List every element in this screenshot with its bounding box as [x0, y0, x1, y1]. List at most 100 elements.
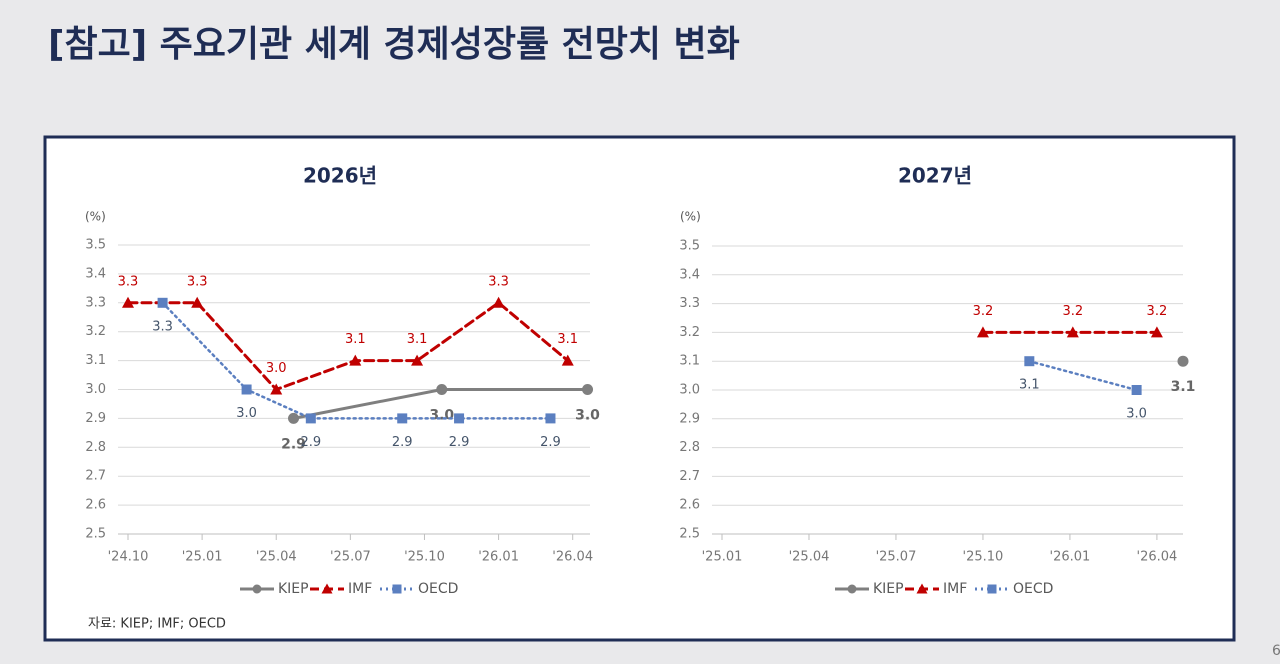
x-tick-label: '25.10 [404, 550, 445, 565]
marker [1024, 356, 1035, 367]
source-note: 자료: KIEP; IMF; OECD [88, 617, 226, 632]
x-tick-label: '26.04 [1137, 550, 1178, 565]
y-tick-label: 2.9 [85, 411, 106, 426]
marker [1066, 326, 1079, 338]
marker [1131, 385, 1142, 395]
y-tick-label: 2.7 [85, 469, 106, 484]
x-tick-label: '26.04 [552, 550, 593, 565]
data-label: 3.1 [1171, 379, 1196, 395]
y-tick-label: 3.0 [679, 383, 700, 398]
marker [411, 354, 424, 366]
marker [157, 297, 168, 308]
marker [252, 584, 262, 594]
marker [392, 584, 402, 594]
y-tick-label: 2.5 [679, 527, 700, 542]
y-tick-label: 2.6 [85, 498, 106, 513]
y-tick-label: 3.4 [679, 267, 700, 282]
legend-label: OECD [418, 581, 458, 597]
data-label: 3.2 [1062, 304, 1083, 319]
marker [987, 584, 997, 594]
y-tick-label: 2.7 [679, 469, 700, 484]
data-label: 3.1 [557, 332, 578, 347]
marker [1177, 355, 1189, 367]
data-label: 3.3 [187, 274, 208, 289]
data-label: 3.0 [236, 406, 257, 421]
x-tick-label: '25.01 [182, 550, 223, 565]
marker [241, 384, 252, 395]
data-label: 3.0 [266, 361, 287, 376]
page-number: 6 [1272, 643, 1280, 659]
marker [847, 584, 857, 594]
y-tick-label: 3.2 [85, 324, 106, 339]
marker [349, 354, 362, 366]
data-label: 3.3 [152, 319, 173, 334]
data-label: 3.2 [973, 304, 994, 319]
data-label: 3.2 [1147, 304, 1168, 319]
data-label: 3.1 [407, 332, 428, 347]
y-unit: (%) [85, 210, 106, 224]
x-tick-label: '25.07 [876, 550, 917, 565]
data-label: 2.9 [281, 436, 306, 452]
legend-label: KIEP [278, 581, 309, 597]
y-tick-label: 3.1 [679, 354, 700, 369]
data-label: 2.9 [300, 435, 321, 450]
chart-title: 2026년 [303, 164, 377, 188]
legend-label: IMF [943, 581, 967, 597]
data-label: 3.0 [1126, 407, 1147, 422]
y-tick-label: 2.8 [85, 440, 106, 455]
marker [288, 412, 300, 424]
marker [976, 326, 989, 338]
x-tick-label: '25.04 [256, 550, 297, 565]
data-label: 3.0 [429, 408, 454, 424]
x-tick-label: '25.10 [963, 550, 1004, 565]
x-tick-label: '26.01 [1050, 550, 1091, 565]
data-label: 3.3 [118, 274, 139, 289]
legend-label: KIEP [873, 581, 904, 597]
marker [436, 384, 448, 395]
x-tick-label: '24.10 [108, 550, 149, 565]
chart-title: 2027년 [898, 164, 972, 188]
y-tick-label: 3.3 [679, 296, 700, 311]
series-line [161, 301, 552, 420]
y-tick-label: 2.6 [679, 498, 700, 513]
x-tick-label: '25.04 [789, 550, 830, 565]
y-tick-label: 2.9 [679, 411, 700, 426]
panel [43, 135, 1236, 642]
marker [454, 413, 465, 424]
marker [122, 296, 134, 308]
legend-label: IMF [348, 581, 372, 597]
data-label: 3.1 [345, 332, 366, 347]
marker [191, 296, 204, 308]
data-label: 2.9 [449, 435, 470, 450]
legend-label: OECD [1013, 581, 1053, 597]
marker [582, 384, 594, 395]
y-tick-label: 3.2 [679, 325, 700, 340]
y-tick-label: 3.5 [85, 238, 106, 253]
marker [397, 413, 408, 424]
y-tick-label: 3.0 [85, 382, 106, 397]
data-label: 2.9 [540, 435, 561, 450]
data-label: 3.1 [1019, 378, 1040, 393]
x-tick-label: '26.01 [478, 550, 519, 565]
marker [492, 296, 505, 308]
y-unit: (%) [680, 210, 701, 224]
series-line [1028, 359, 1138, 392]
y-tick-label: 3.1 [85, 353, 106, 368]
data-label: 3.3 [488, 274, 509, 289]
marker [1150, 326, 1163, 338]
slide-title: [참고] 주요기관 세계 경제성장률 전망치 변화 [48, 24, 740, 65]
y-tick-label: 2.8 [679, 440, 700, 455]
data-label: 3.0 [575, 408, 600, 424]
marker [561, 354, 574, 366]
y-tick-label: 3.3 [85, 295, 106, 310]
marker [916, 583, 928, 594]
marker [305, 413, 316, 424]
y-tick-label: 3.5 [679, 239, 700, 254]
x-tick-label: '25.07 [330, 550, 371, 565]
y-tick-label: 2.5 [85, 527, 106, 542]
x-tick-label: '25.01 [702, 550, 743, 565]
marker [321, 583, 333, 594]
y-tick-label: 3.4 [85, 266, 106, 281]
